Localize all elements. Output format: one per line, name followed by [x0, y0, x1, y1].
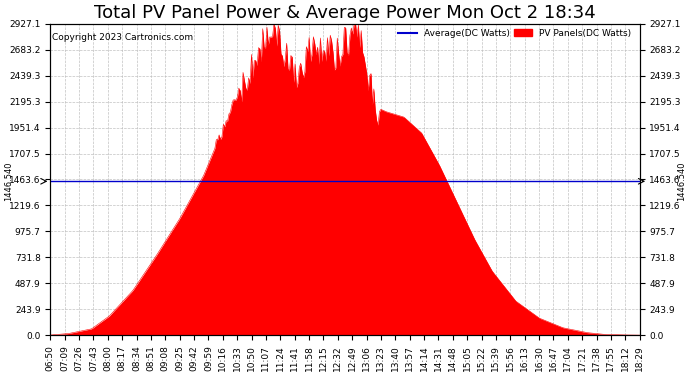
Title: Total PV Panel Power & Average Power Mon Oct 2 18:34: Total PV Panel Power & Average Power Mon… — [94, 4, 596, 22]
Text: Copyright 2023 Cartronics.com: Copyright 2023 Cartronics.com — [52, 33, 193, 42]
Legend: Average(DC Watts), PV Panels(DC Watts): Average(DC Watts), PV Panels(DC Watts) — [395, 25, 635, 41]
Text: 1446.540: 1446.540 — [4, 162, 13, 201]
Text: 1446.540: 1446.540 — [677, 162, 686, 201]
